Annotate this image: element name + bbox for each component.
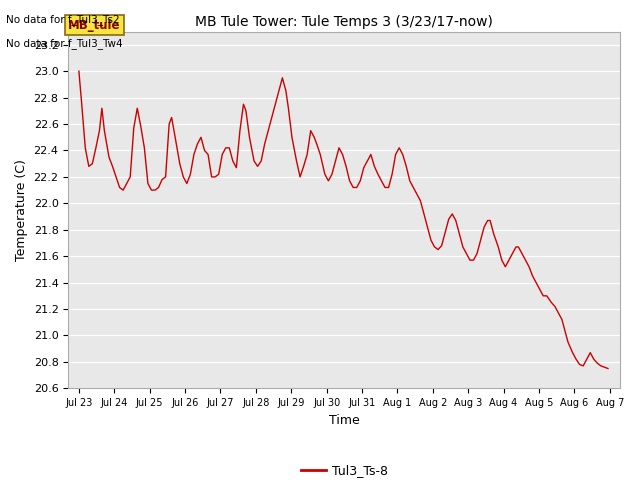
Title: MB Tule Tower: Tule Temps 3 (3/23/17-now): MB Tule Tower: Tule Temps 3 (3/23/17-now… bbox=[195, 15, 493, 29]
Y-axis label: Temperature (C): Temperature (C) bbox=[15, 159, 28, 261]
Text: No data for f_Tul3_Tw4: No data for f_Tul3_Tw4 bbox=[6, 38, 123, 49]
Text: MB_tule: MB_tule bbox=[68, 19, 121, 32]
Legend: Tul3_Ts-8: Tul3_Ts-8 bbox=[296, 459, 393, 480]
X-axis label: Time: Time bbox=[329, 414, 360, 427]
Text: No data for f_Tul3_Ts2: No data for f_Tul3_Ts2 bbox=[6, 14, 120, 25]
